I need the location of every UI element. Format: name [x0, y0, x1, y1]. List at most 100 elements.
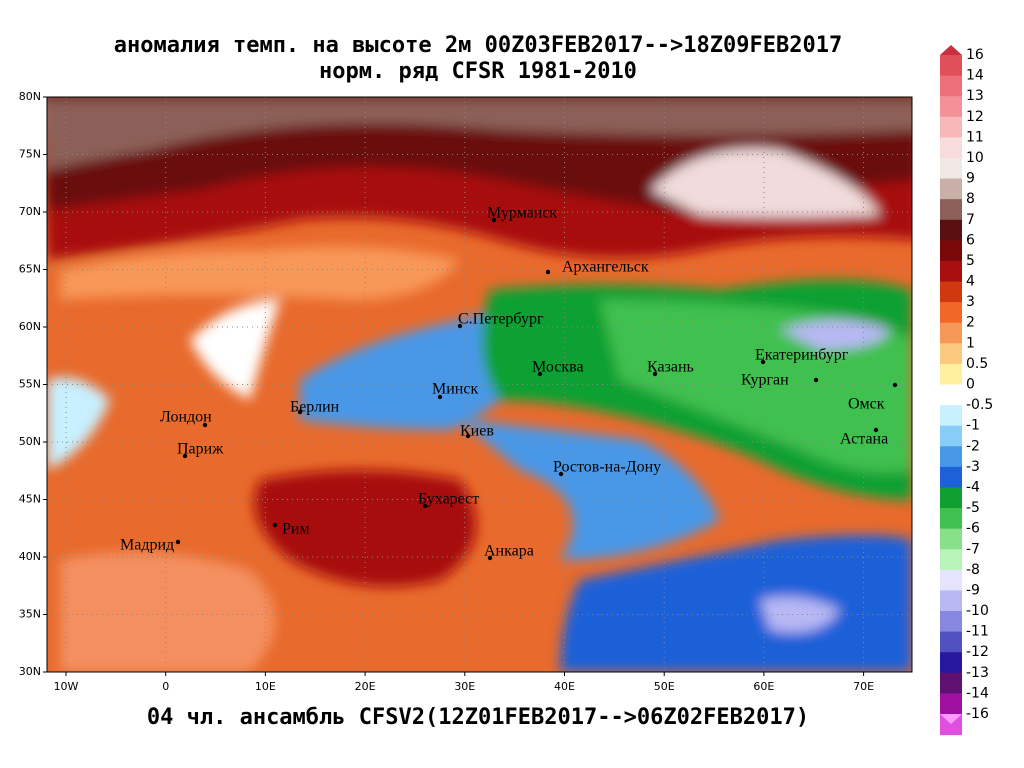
colorbar-swatch: [940, 199, 962, 221]
city-label: Мурманск: [487, 205, 557, 222]
city-label: Мадрид: [120, 537, 174, 554]
city-label: Москва: [532, 359, 584, 376]
colorbar-cap: [940, 714, 962, 724]
colorbar-swatch: [940, 611, 962, 633]
colorbar-label: 5: [966, 253, 975, 269]
colorbar-swatch: [940, 466, 962, 488]
colorbar-label: 14: [966, 68, 984, 84]
colorbar-cap: [940, 45, 962, 55]
city-dot: [873, 427, 879, 433]
city-label: Казань: [647, 359, 694, 376]
subtitle: норм. ряд CFSR 1981-2010: [319, 59, 637, 84]
colorbar-swatch: [940, 260, 962, 283]
colorbar-swatch: [940, 508, 962, 530]
city-label: С.Петербург: [458, 311, 544, 328]
city-label: Курган: [741, 372, 789, 389]
colorbar-label: 4: [966, 274, 975, 290]
colorbar-label: 7: [966, 212, 975, 228]
city-dot: [491, 217, 497, 223]
city-dot: [537, 371, 543, 377]
colorbar-swatch: [940, 425, 962, 447]
city-label: Бухарест: [418, 491, 479, 508]
lon-label: 0: [162, 680, 169, 693]
colorbar-label: 13: [966, 88, 984, 104]
colorbar-label: 10: [966, 150, 984, 166]
city-label: Архангельск: [562, 259, 649, 276]
colorbar-label: -13: [966, 665, 989, 681]
colorbar-swatch: [940, 446, 962, 468]
colorbar-swatch: [940, 672, 962, 694]
city-dot: [457, 323, 463, 329]
colorbar-label: 11: [966, 129, 984, 145]
anomaly-field: [47, 97, 912, 672]
colorbar-label: -9: [966, 582, 980, 598]
colorbar: 16 14 13 12 11 10 9 8 7 6 5 4 3 2 1 0.5 0 -0.5 -1 -2 -3 -4 -5 -…: [940, 45, 993, 736]
colorbar-swatch: [940, 487, 962, 509]
lat-label: 60N: [19, 320, 41, 333]
colorbar-swatch: [940, 96, 962, 118]
graticule: 80N 75N 70N 65N 60N 55N 50N 45N 40N 35N 30N 10W 0 10E…: [19, 90, 912, 693]
colorbar-label: -4: [966, 479, 980, 495]
lon-label: 10W: [54, 680, 79, 693]
colorbar-swatch: [940, 137, 962, 159]
colorbar-label: -8: [966, 562, 980, 578]
colorbar-swatch: [940, 405, 962, 427]
city-label: Анкара: [484, 543, 534, 560]
colorbar-swatch: [940, 116, 962, 138]
city-dot: [202, 422, 208, 428]
city-label: Екатеринбург: [755, 347, 849, 364]
colorbar-swatch: [940, 343, 962, 365]
lon-label: 20E: [355, 680, 376, 693]
colorbar-label: 1: [966, 335, 975, 351]
city-dot: [297, 409, 303, 415]
city-dot: [272, 522, 278, 528]
colorbar-label: 0.5: [966, 356, 988, 372]
colorbar-swatch: [940, 384, 962, 406]
city-dot: [422, 503, 428, 509]
colorbar-label: -3: [966, 459, 980, 475]
colorbar-swatch: [940, 714, 962, 736]
city-label: Берлин: [290, 399, 340, 416]
colorbar-label: -1: [966, 418, 980, 434]
colorbar-swatch: [940, 693, 962, 715]
colorbar-label: -16: [966, 706, 989, 722]
city-dot: [465, 433, 471, 439]
city-label: Омск: [848, 396, 885, 413]
colorbar-label: -6: [966, 521, 980, 537]
city-label: Лондон: [160, 409, 212, 426]
colorbar-label: 6: [966, 232, 975, 248]
colorbar-swatch: [940, 590, 962, 612]
colorbar-swatch: [940, 178, 962, 200]
city-dot: [652, 371, 658, 377]
city-label: Рим: [282, 521, 310, 538]
lon-label: 50E: [654, 680, 675, 693]
city-dot: [760, 359, 766, 365]
city-dot: [437, 394, 443, 400]
lon-label: 10E: [255, 680, 276, 693]
colorbar-label: 2: [966, 315, 975, 331]
footer: 04 чл. ансамбль CFSV2(12Z01FEB2017-->06Z…: [147, 705, 809, 730]
city-label: Минск: [432, 381, 478, 398]
colorbar-swatch: [940, 157, 962, 180]
colorbar-swatch: [940, 55, 962, 77]
colorbar-swatch: [940, 549, 962, 571]
lat-label: 35N: [19, 608, 41, 621]
lat-label: 30N: [19, 665, 41, 678]
city-label: Ростов-на-Дону: [553, 459, 661, 476]
colorbar-swatch: [940, 281, 962, 303]
colorbar-label: 9: [966, 171, 975, 187]
colorbar-label: 0: [966, 377, 975, 393]
colorbar-label: -14: [966, 685, 989, 701]
lon-label: 70E: [853, 680, 874, 693]
lat-label: 70N: [19, 205, 41, 218]
city-labels: Мурманск Архангельск С.Петербург Москва Каза…: [120, 205, 898, 561]
lat-label: 50N: [19, 435, 41, 448]
colorbar-label: -7: [966, 541, 980, 557]
map-frame: [46, 96, 913, 673]
colorbar-label: -10: [966, 603, 989, 619]
city-dot: [175, 539, 181, 545]
colorbar-swatch: [940, 302, 962, 324]
city-label: Киев: [460, 423, 494, 440]
